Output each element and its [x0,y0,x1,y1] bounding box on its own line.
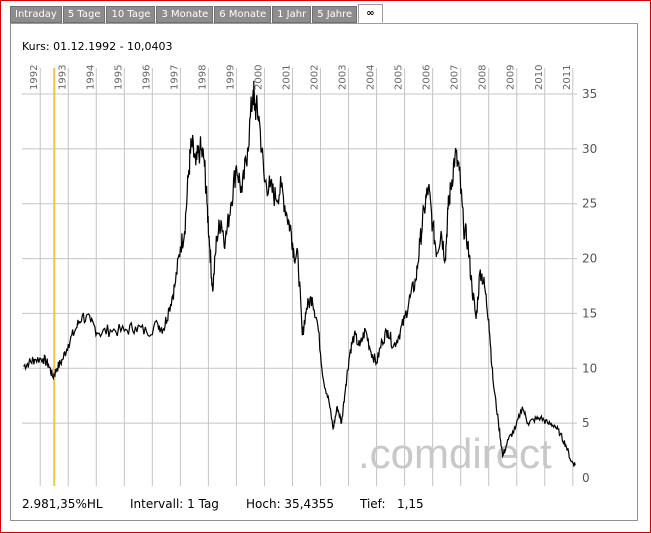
vertical-gridlines [39,68,574,486]
x-tick-2004: 2004 [366,65,377,90]
tab-1-jahr[interactable]: 1 Jahr [272,6,312,23]
tab-10-tage[interactable]: 10 Tage [106,6,156,23]
x-tick-2001: 2001 [281,65,292,90]
price-series-line [23,80,576,467]
x-tick-2010: 2010 [534,65,545,90]
footer-tief: Tief: 1,15 [360,497,424,511]
y-tick-35: 35 [582,87,597,101]
y-tick-25: 25 [582,197,597,211]
period-tabs: Intraday 5 Tage 10 Tage 3 Monate 6 Monate 1 J… [10,4,384,23]
x-tick-1996: 1996 [141,65,152,90]
x-tick-1992: 1992 [29,65,40,90]
tab-3-monate[interactable]: 3 Monate [156,6,214,23]
x-tick-2007: 2007 [450,65,461,90]
y-tick-5: 5 [582,416,590,430]
y-tick-20: 20 [582,252,597,266]
x-tick-2005: 2005 [394,65,405,90]
x-tick-1999: 1999 [225,65,236,90]
x-tick-1993: 1993 [57,65,68,90]
y-tick-10: 10 [582,361,597,375]
kurs-label: Kurs: 01.12.1992 - 10,0403 [22,40,173,53]
x-tick-2011: 2011 [562,65,573,90]
tab-max[interactable]: ∞ [358,4,383,23]
tab-intraday[interactable]: Intraday [10,6,62,23]
x-tick-2000: 2000 [253,65,264,90]
x-tick-labels: 1992 1993 1994 1995 1996 1997 1998 1999 2000 2001… [29,65,573,90]
tab-6-monate[interactable]: 6 Monate [214,6,272,23]
y-tick-0: 0 [582,471,590,485]
y-tick-30: 30 [582,142,597,156]
x-tick-1995: 1995 [113,65,124,90]
x-tick-1997: 1997 [169,65,180,90]
x-tick-2002: 2002 [310,65,321,90]
horizontal-gridlines [22,93,577,424]
y-tick-labels: 0 5 10 15 20 25 30 35 [582,87,597,485]
footer-intervall: Intervall: 1 Tag [130,497,219,511]
x-tick-1994: 1994 [85,65,96,90]
footer-performance: 2.981,35%HL [22,497,103,511]
chart-panel [10,23,638,521]
x-tick-2006: 2006 [422,65,433,90]
x-tick-2003: 2003 [338,65,349,90]
tab-5-jahre[interactable]: 5 Jahre [312,6,358,23]
x-tick-1998: 1998 [197,65,208,90]
y-tick-15: 15 [582,306,597,320]
tab-5-tage[interactable]: 5 Tage [62,6,106,23]
comdirect-watermark: .comdirect [358,430,552,477]
x-tick-2008: 2008 [478,65,489,90]
footer-hoch: Hoch: 35,4355 [246,497,335,511]
x-tick-2009: 2009 [506,65,517,90]
